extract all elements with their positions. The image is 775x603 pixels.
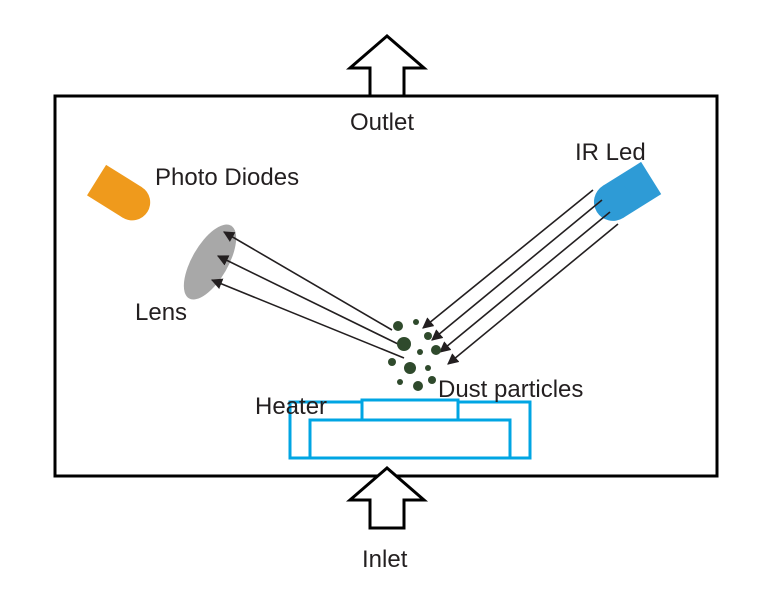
outlet-arrow-icon	[350, 36, 424, 96]
dust-sensor-diagram: Outlet Inlet IR Led Photo Diodes Lens He…	[0, 0, 775, 603]
ir-led-icon	[587, 162, 661, 228]
heater-label: Heater	[255, 393, 327, 420]
scattered-ray-lines	[212, 232, 404, 358]
dust-particles-label: Dust particles	[438, 376, 583, 403]
ir-led-label: IR Led	[575, 139, 646, 166]
lens-icon	[173, 217, 246, 308]
lens-label: Lens	[135, 299, 187, 326]
ir-ray-lines	[423, 190, 618, 364]
inlet-label: Inlet	[362, 546, 408, 573]
outlet-label: Outlet	[350, 109, 414, 136]
photo-diode-icon	[87, 165, 157, 227]
photo-diodes-label: Photo Diodes	[155, 164, 299, 191]
